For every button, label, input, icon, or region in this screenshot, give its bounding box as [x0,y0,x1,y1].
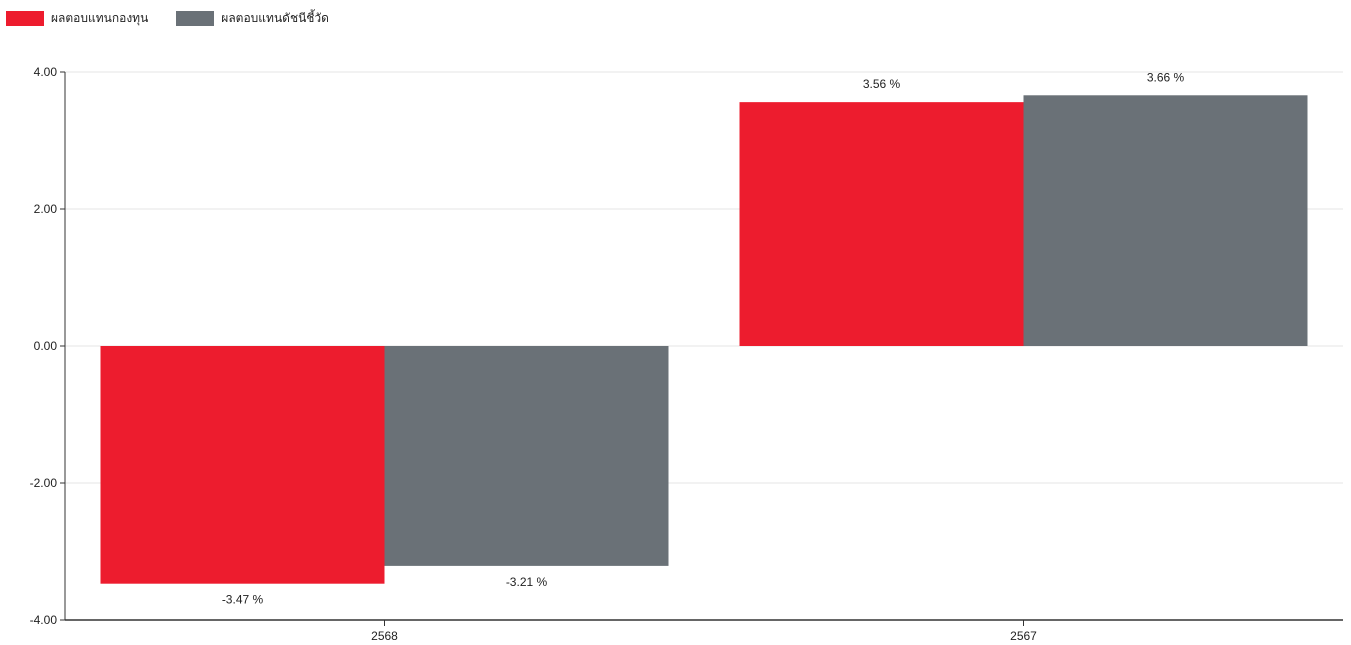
data-label: -3.21 % [506,575,548,589]
legend-swatch-benchmark [176,10,215,26]
chart-legend: ผลตอบแทนกองทุน ผลตอบแทนดัชนีชี้วัด [6,8,329,28]
bars [100,95,1308,584]
legend-item-benchmark: ผลตอบแทนดัชนีชี้วัด [176,9,329,28]
legend-swatch-fund [6,10,44,26]
bar-benchmark-2568 [384,346,669,566]
y-tick-label: -2.00 [30,476,58,490]
x-tick-label: 2567 [1010,629,1037,643]
data-label: 3.66 % [1147,70,1185,84]
axes: 4.00 2.00 0.00 -2.00 -4.00 2568 2567 [30,65,1343,643]
data-labels: -3.47 % -3.21 % 3.56 % 3.66 % [222,70,1185,606]
y-tick-label: 2.00 [34,202,58,216]
legend-label-fund: ผลตอบแทนกองทุน [51,10,149,25]
legend-label-benchmark: ผลตอบแทนดัชนีชี้วัด [221,10,329,25]
bar-benchmark-2567 [1023,95,1308,346]
legend-item-fund: ผลตอบแทนกองทุน [6,9,148,28]
bar-fund-2568 [100,346,385,584]
data-label: -3.47 % [222,593,264,607]
bar-fund-2567 [739,102,1024,346]
x-tick-label: 2568 [371,629,398,643]
y-tick-label: 0.00 [34,339,58,353]
data-label: 3.56 % [863,77,901,91]
y-tick-label: -4.00 [30,613,58,627]
y-tick-label: 4.00 [34,65,58,79]
